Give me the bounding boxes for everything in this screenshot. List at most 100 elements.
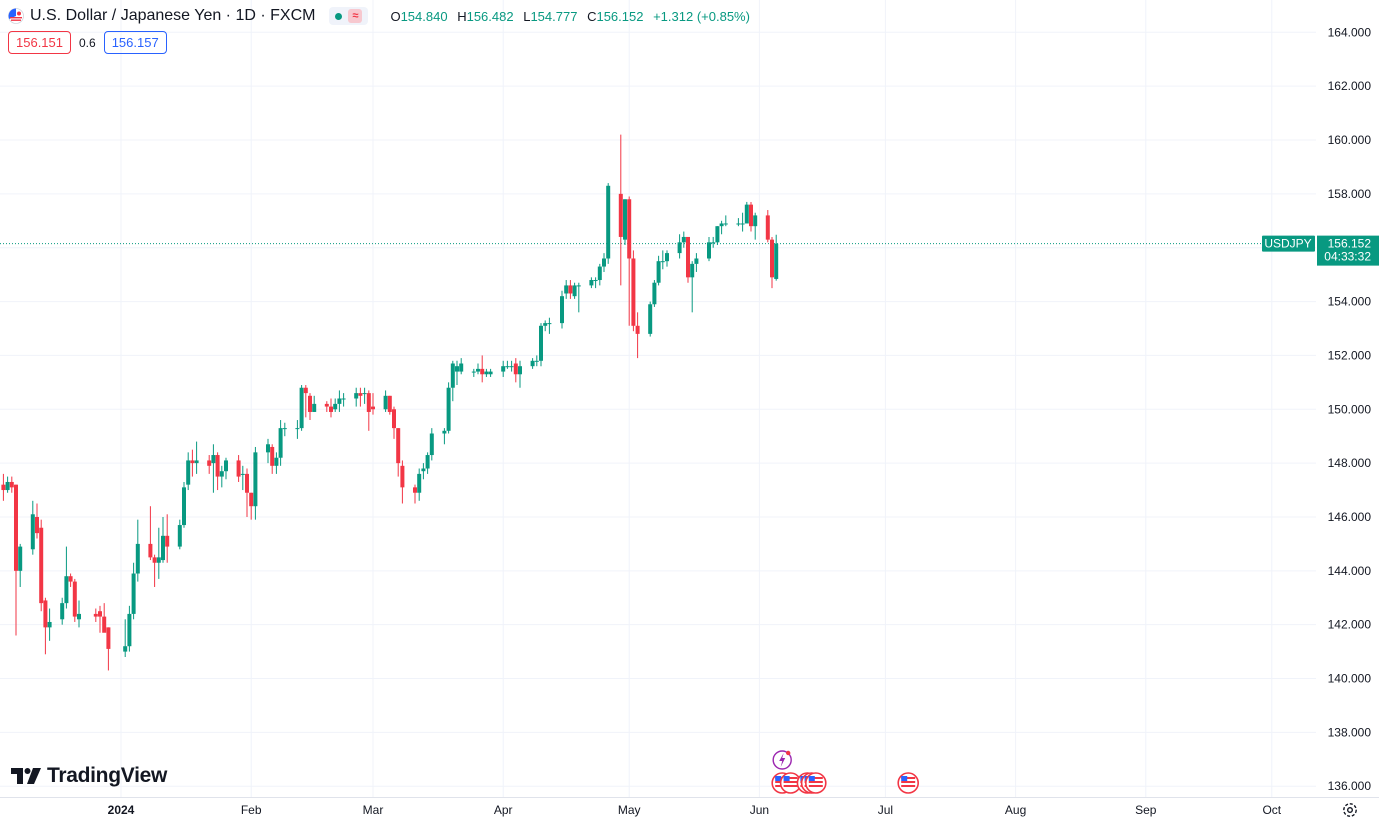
candle-body <box>211 455 216 464</box>
candle-body <box>131 573 136 614</box>
candle <box>240 465 245 491</box>
flag-stripe <box>808 777 823 779</box>
candle-body <box>597 266 602 281</box>
candle-body <box>341 398 346 400</box>
candle <box>505 360 510 369</box>
candle-body <box>455 366 459 372</box>
candle <box>387 395 392 415</box>
candle <box>161 516 165 563</box>
candle-body <box>635 325 640 334</box>
candle <box>72 578 77 622</box>
candle-body <box>765 215 770 240</box>
candle <box>765 210 770 243</box>
candle <box>417 468 422 501</box>
candle-body <box>30 514 35 550</box>
candle-body <box>480 368 485 375</box>
candle <box>656 255 661 286</box>
candle-body <box>215 455 220 477</box>
candle <box>744 201 749 224</box>
candle <box>215 452 220 491</box>
candle <box>736 218 741 227</box>
candle <box>480 355 485 383</box>
symbol-tag-bg <box>1262 235 1315 252</box>
candle <box>224 457 228 480</box>
tradingview-logo[interactable]: TradingView <box>11 764 167 788</box>
candle <box>471 368 476 377</box>
candle <box>9 476 14 493</box>
candle-body <box>694 258 699 264</box>
candle <box>488 368 493 377</box>
candles <box>1 134 779 671</box>
symbol-title[interactable]: U.S. Dollar / Japanese Yen · 1D · FXCM <box>30 7 316 24</box>
candle <box>400 460 405 504</box>
candle-body <box>631 258 636 326</box>
candle <box>39 519 44 612</box>
x-tick-label: Feb <box>241 803 262 817</box>
x-tick-label: 2024 <box>108 803 135 817</box>
candle-body <box>501 366 506 372</box>
candle <box>383 390 388 412</box>
market-status-pill[interactable]: ≈ <box>329 7 369 25</box>
candle-body <box>93 613 98 617</box>
candle <box>723 215 728 227</box>
candle-body <box>299 387 304 429</box>
candle <box>635 312 640 359</box>
candle <box>749 201 753 232</box>
x-tick-label: Jun <box>750 803 769 817</box>
y-tick-label: 144.000 <box>1328 564 1372 578</box>
candle <box>476 363 480 375</box>
sell-price-button[interactable]: 156.151 <box>8 31 71 54</box>
settings-gear-icon[interactable] <box>1341 801 1359 819</box>
x-tick-label: May <box>618 803 641 817</box>
candle <box>530 358 535 369</box>
candle-body <box>156 557 161 563</box>
candle <box>249 492 254 520</box>
buy-price-button[interactable]: 156.157 <box>103 31 167 54</box>
candle <box>182 481 186 528</box>
candle-body <box>266 444 270 453</box>
x-tick-label: Mar <box>363 803 384 817</box>
candle <box>245 468 249 517</box>
candle-body <box>400 465 405 488</box>
open-value: 154.840 <box>400 8 448 24</box>
flag-stripe <box>783 781 798 783</box>
x-tick-label: Sep <box>1135 803 1157 817</box>
candle <box>68 573 73 587</box>
candle <box>337 390 342 412</box>
candle-body <box>648 304 653 334</box>
candle <box>14 484 18 636</box>
candle <box>194 441 199 474</box>
candle-body <box>329 406 333 412</box>
candle-body <box>589 280 594 286</box>
flag-stripe <box>783 785 798 787</box>
candle <box>484 368 489 377</box>
candle-body <box>396 428 401 464</box>
candle-body <box>736 223 741 225</box>
candle <box>547 317 552 334</box>
candle <box>631 250 636 332</box>
candle <box>354 387 359 407</box>
candle <box>392 406 396 439</box>
candle-body <box>282 428 287 430</box>
y-tick-label: 142.000 <box>1328 618 1372 632</box>
candle-body <box>333 403 338 410</box>
candle-body <box>564 285 569 294</box>
bolt-path <box>779 753 786 767</box>
candle <box>60 597 65 625</box>
candle <box>753 212 758 240</box>
candle-body <box>744 204 749 224</box>
candle <box>648 301 653 337</box>
candle <box>606 183 611 264</box>
candle-body <box>207 460 212 466</box>
candle <box>681 231 686 248</box>
symbol-tag-text: USDJPY <box>1264 237 1311 251</box>
last-price-text: 156.152 <box>1328 237 1372 251</box>
candle-body <box>421 468 426 472</box>
candle <box>274 452 279 474</box>
candle-body <box>534 360 539 362</box>
market-open-dot-icon <box>335 12 343 20</box>
y-tick-label: 158.000 <box>1328 187 1372 201</box>
low-value: 154.777 <box>530 8 578 24</box>
